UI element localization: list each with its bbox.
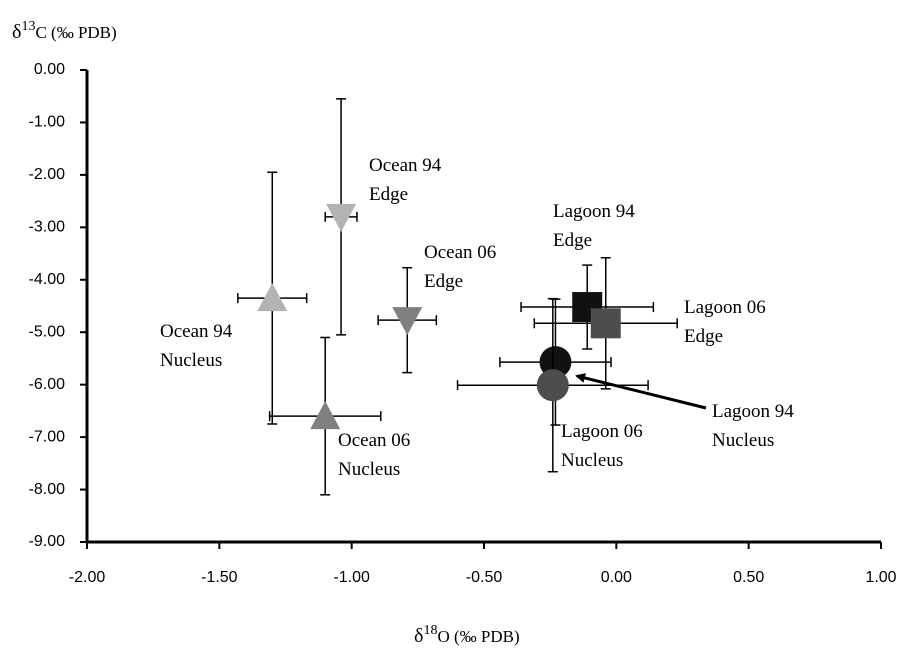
point-label: Ocean 06: [424, 242, 496, 263]
point-label: Lagoon 06: [684, 297, 766, 318]
point-label: Nucleus: [561, 450, 623, 471]
y-tick-label: -8.00: [29, 481, 66, 498]
point: [536, 369, 569, 402]
point-label: Edge: [553, 230, 592, 251]
arrow: [575, 373, 707, 410]
point-label: Lagoon 06: [561, 421, 643, 442]
y-tick-label: -9.00: [29, 533, 66, 550]
point-label: Lagoon 94: [553, 201, 635, 222]
x-tick-label: 1.00: [865, 569, 896, 586]
point-label: Lagoon 94: [712, 401, 794, 422]
point-label: Edge: [424, 271, 463, 292]
y-tick-label: -2.00: [29, 166, 66, 183]
point-label: Edge: [369, 184, 408, 205]
point-label: Nucleus: [160, 350, 222, 371]
x-tick-label: 0.50: [733, 569, 764, 586]
x-tick-label: -2.00: [69, 569, 106, 586]
y-tick-label: -1.00: [29, 114, 66, 131]
point: [590, 308, 621, 339]
x-axis-title: δ18O (‰ PDB): [414, 623, 520, 647]
x-tick-label: 0.00: [601, 569, 632, 586]
y-tick-label: -5.00: [29, 323, 66, 340]
point-label: Nucleus: [712, 430, 774, 451]
point-label: Ocean 06: [338, 430, 410, 451]
x-tick-label: -1.50: [201, 569, 238, 586]
y-tick-label: -7.00: [29, 428, 66, 445]
x-tick-label: -1.00: [333, 569, 370, 586]
point-label: Edge: [684, 326, 723, 347]
y-tick-label: -3.00: [29, 219, 66, 236]
point-label: Nucleus: [338, 459, 400, 480]
x-tick-label: -0.50: [466, 569, 503, 586]
y-tick-label: 0.00: [34, 61, 65, 78]
y-tick-label: -4.00: [29, 271, 66, 288]
point-label: Ocean 94: [160, 321, 233, 342]
point: [326, 203, 357, 232]
point: [257, 283, 288, 312]
point: [392, 307, 423, 336]
y-tick-label: -6.00: [29, 376, 66, 393]
y-axis-title: δ13C (‰ PDB): [12, 19, 117, 43]
point: [310, 401, 341, 430]
point-label: Ocean 94: [369, 155, 442, 176]
